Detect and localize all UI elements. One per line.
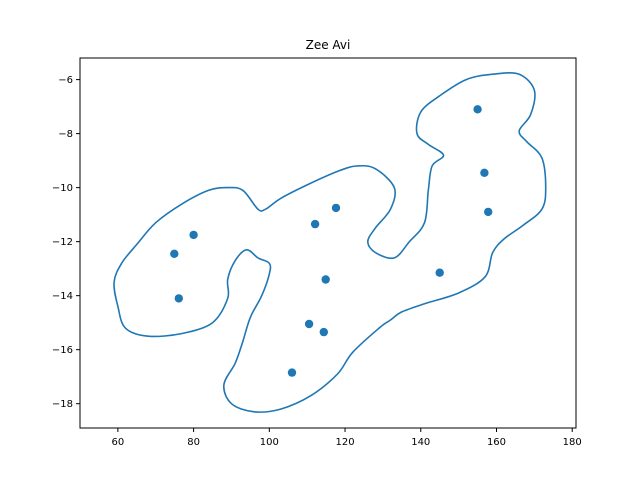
axes-frame [79,57,577,429]
x-axis: 60 80 100 120 140 160 180 [111,428,582,448]
x-tick-label: 80 [187,437,200,448]
y-tick-label: −6 [58,75,73,86]
y-tick-label: −12 [52,237,73,248]
data-point [435,268,444,277]
x-tick-label: 100 [260,437,279,448]
data-point [287,368,297,377]
y-tick-label: −18 [52,399,73,410]
data-point [170,249,179,258]
data-point [484,207,493,217]
data-point [189,230,198,240]
data-point [174,294,183,303]
plot-area [113,71,547,413]
x-tick-label: 120 [335,437,354,448]
chart-title: Zee Avi [306,38,351,52]
data-point [321,275,330,284]
y-axis: −6 −8 −10 −12 −14 −16 −18 [52,75,80,410]
data-point [304,319,314,329]
x-tick-label: 180 [563,437,582,448]
contour-outline [113,71,547,413]
y-tick-label: −16 [52,345,73,356]
x-tick-label: 140 [411,437,430,448]
data-point [473,105,482,114]
data-point [331,203,341,213]
x-tick-label: 60 [111,437,124,448]
data-point [480,168,489,177]
y-tick-label: −10 [52,183,73,194]
data-point [310,219,320,229]
y-tick-label: −8 [58,129,73,140]
x-tick-label: 160 [487,437,506,448]
y-tick-label: −14 [52,291,73,302]
data-point [319,327,328,337]
